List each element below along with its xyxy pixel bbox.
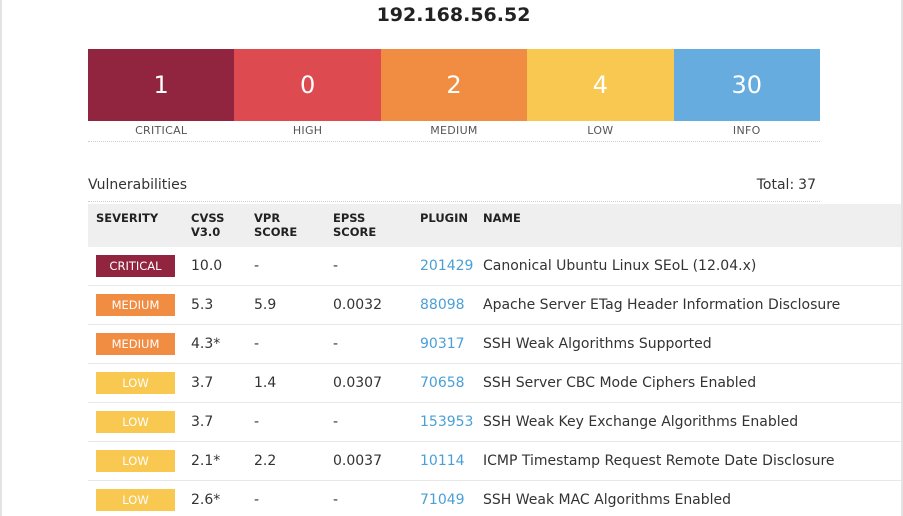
name-cell: ICMP Timestamp Request Remote Date Discl… bbox=[483, 453, 835, 469]
vpr-cell: - bbox=[254, 414, 260, 430]
plugin-link[interactable]: 88098 bbox=[420, 297, 465, 313]
vpr-cell: 5.9 bbox=[254, 297, 277, 313]
severity-badge: CRITICAL bbox=[96, 255, 175, 277]
cvss-cell: 4.3* bbox=[191, 336, 221, 352]
critical-count-box: 1 bbox=[88, 49, 235, 121]
epss-cell: 0.0032 bbox=[333, 297, 382, 313]
severity-badge: LOW bbox=[96, 489, 175, 511]
name-cell: SSH Weak Key Exchange Algorithms Enabled bbox=[483, 414, 799, 430]
plugin-link[interactable]: 153953 bbox=[420, 414, 474, 430]
medium-count-box: 2 bbox=[380, 49, 528, 121]
header-epss: EPSS SCORE bbox=[333, 211, 377, 239]
low-count-box: 4 bbox=[527, 49, 674, 121]
plugin-link[interactable]: 201429 bbox=[420, 258, 474, 274]
severity-summary-bar: 1 0 2 4 30 bbox=[88, 49, 820, 121]
plugin-link[interactable]: 90317 bbox=[420, 336, 465, 352]
info-label: INFO bbox=[732, 124, 761, 137]
cvss-cell: 2.6* bbox=[191, 492, 221, 508]
severity-badge: MEDIUM bbox=[96, 294, 175, 316]
plugin-link[interactable]: 10114 bbox=[420, 453, 465, 469]
medium-label: MEDIUM bbox=[430, 124, 478, 137]
table-row: LOW 2.1* 2.2 0.0037 10114 ICMP Timestamp… bbox=[88, 442, 901, 481]
plugin-link[interactable]: 70658 bbox=[420, 375, 465, 391]
cvss-cell: 2.1* bbox=[191, 453, 221, 469]
severity-summary-labels: CRITICAL HIGH MEDIUM LOW INFO bbox=[88, 121, 820, 142]
epss-cell: - bbox=[333, 336, 339, 352]
epss-cell: 0.0037 bbox=[333, 453, 382, 469]
cvss-cell: 10.0 bbox=[191, 258, 223, 274]
vpr-cell: - bbox=[254, 258, 260, 274]
table-row: LOW 3.7 - - 153953 SSH Weak Key Exchange… bbox=[88, 403, 901, 442]
header-cvss: CVSS V3.0 bbox=[183, 204, 246, 247]
high-count-box: 0 bbox=[234, 49, 381, 121]
cvss-cell: 3.7 bbox=[191, 414, 214, 430]
severity-badge: LOW bbox=[96, 450, 175, 472]
vpr-cell: 2.2 bbox=[254, 453, 277, 469]
name-cell: SSH Server CBC Mode Ciphers Enabled bbox=[483, 375, 757, 391]
header-severity: SEVERITY bbox=[96, 211, 159, 225]
divider bbox=[88, 201, 820, 202]
severity-badge: LOW bbox=[96, 411, 175, 433]
name-cell: Apache Server ETag Header Information Di… bbox=[483, 297, 841, 313]
plugin-link[interactable]: 71049 bbox=[420, 492, 465, 508]
header-name: NAME bbox=[483, 211, 521, 225]
table-header: SEVERITY CVSS V3.0 VPR SCORE EPSS SCORE … bbox=[88, 204, 901, 247]
host-title: 192.168.56.52 bbox=[376, 4, 531, 26]
epss-cell: - bbox=[333, 414, 339, 430]
header-cvss-line1: CVSS bbox=[191, 211, 225, 225]
total-value: 37 bbox=[798, 177, 816, 193]
vulnerabilities-table: SEVERITY CVSS V3.0 VPR SCORE EPSS SCORE … bbox=[88, 204, 901, 516]
table-row: LOW 3.7 1.4 0.0307 70658 SSH Server CBC … bbox=[88, 364, 901, 403]
header-plugin: PLUGIN bbox=[420, 211, 469, 225]
high-label: HIGH bbox=[292, 124, 323, 137]
epss-cell: 0.0307 bbox=[333, 375, 382, 391]
table-row: CRITICAL 10.0 - - 201429 Canonical Ubunt… bbox=[88, 247, 901, 286]
header-vpr: VPR SCORE bbox=[254, 211, 298, 239]
severity-badge: MEDIUM bbox=[96, 333, 175, 355]
vulnerabilities-total: Total: 37 bbox=[757, 177, 816, 193]
name-cell: SSH Weak Algorithms Supported bbox=[483, 336, 712, 352]
vulnerabilities-heading: Vulnerabilities bbox=[88, 177, 188, 193]
vpr-cell: - bbox=[254, 492, 260, 508]
vpr-cell: 1.4 bbox=[254, 375, 277, 391]
name-cell: SSH Weak MAC Algorithms Enabled bbox=[483, 492, 732, 508]
total-label: Total: bbox=[756, 177, 795, 193]
name-cell: Canonical Ubuntu Linux SEoL (12.04.x) bbox=[483, 258, 757, 274]
epss-cell: - bbox=[333, 492, 339, 508]
critical-label: CRITICAL bbox=[135, 124, 188, 137]
low-label: LOW bbox=[587, 124, 614, 137]
severity-badge: LOW bbox=[96, 372, 175, 394]
cvss-cell: 3.7 bbox=[191, 375, 214, 391]
header-cvss-line2: V3.0 bbox=[191, 225, 221, 239]
table-row: MEDIUM 4.3* - - 90317 SSH Weak Algorithm… bbox=[88, 325, 901, 364]
cvss-cell: 5.3 bbox=[191, 297, 214, 313]
table-row: MEDIUM 5.3 5.9 0.0032 88098 Apache Serve… bbox=[88, 286, 901, 325]
table-row: LOW 2.6* - - 71049 SSH Weak MAC Algorith… bbox=[88, 481, 901, 516]
vpr-cell: - bbox=[254, 336, 260, 352]
epss-cell: - bbox=[333, 258, 339, 274]
info-count-box: 30 bbox=[673, 49, 820, 121]
